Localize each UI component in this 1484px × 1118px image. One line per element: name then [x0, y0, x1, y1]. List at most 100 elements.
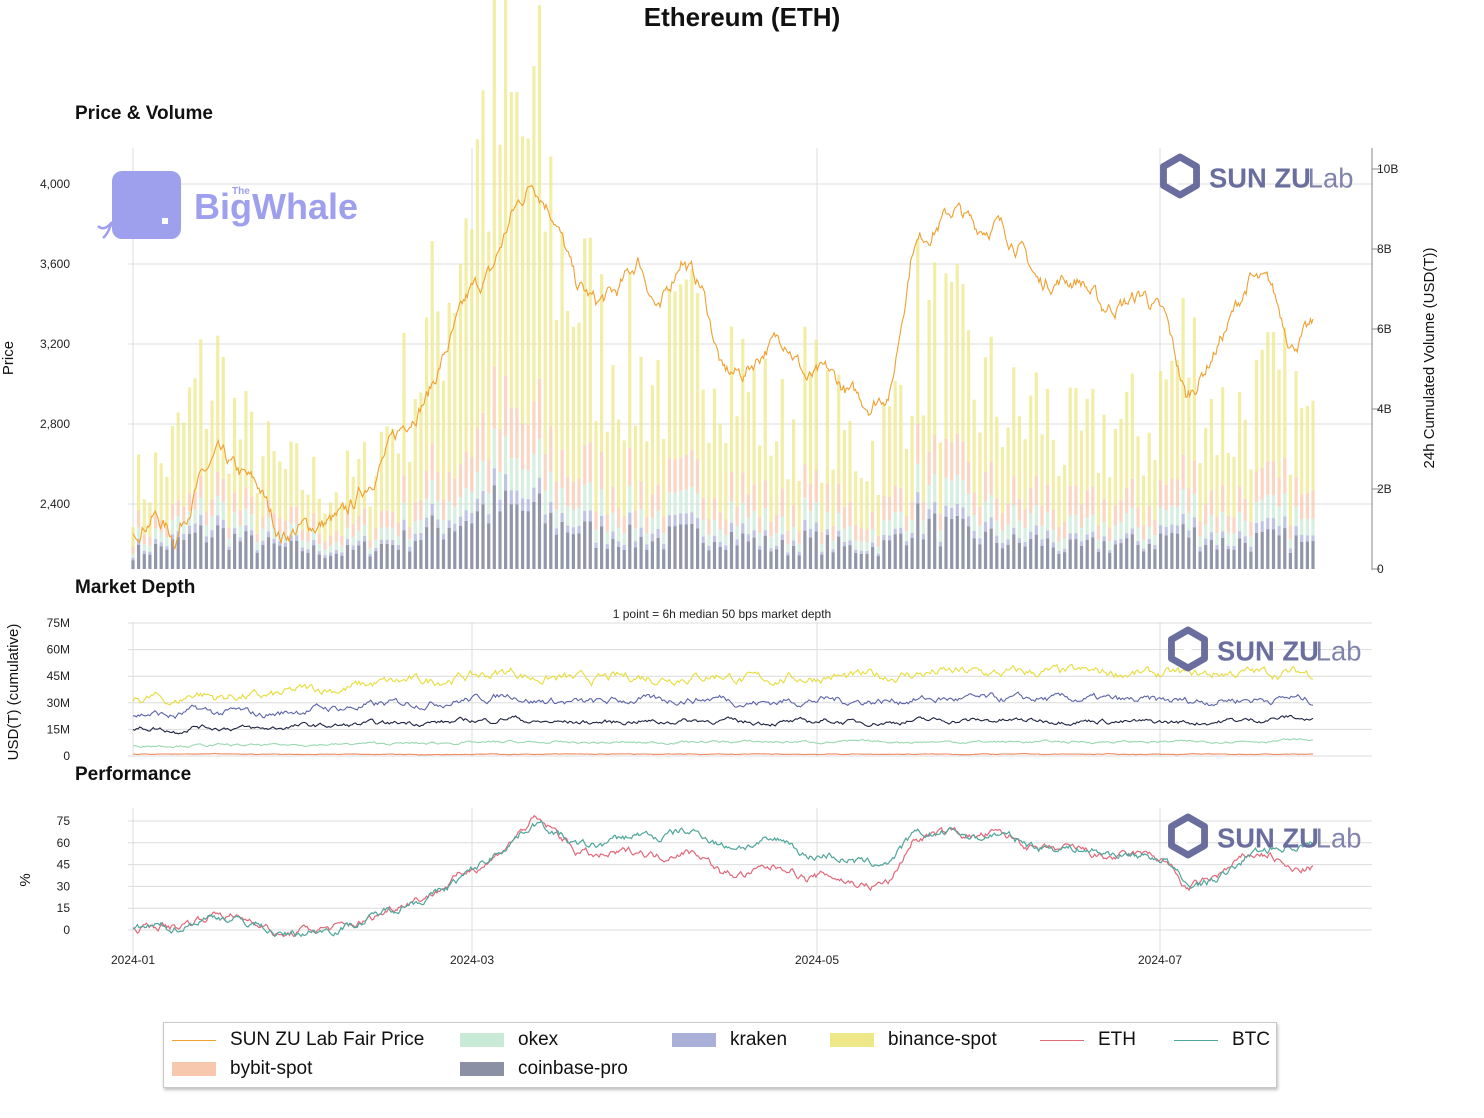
volume-bar-bybit-spot [1029, 487, 1033, 514]
volume-bar-binance-spot [176, 412, 180, 501]
volume-bar-coinbase-pro [560, 521, 564, 569]
volume-bar-kraken [148, 551, 152, 555]
volume-bar-kraken [1130, 528, 1134, 535]
volume-bar-coinbase-pro [272, 543, 276, 569]
volume-bar-coinbase-pro [137, 544, 141, 569]
volume-bar-bybit-spot [1079, 504, 1084, 528]
volume-bar-coinbase-pro [1136, 544, 1140, 569]
volume-bar-binance-spot [814, 339, 818, 471]
volume-bar-coinbase-pro [1271, 529, 1276, 569]
volume-bar-kraken [221, 519, 225, 529]
volume-bar-coinbase-pro [554, 534, 558, 569]
volume-bar-coinbase-pro [306, 552, 310, 569]
volume-bar-kraken [532, 487, 536, 502]
volume-bar-coinbase-pro [278, 545, 282, 569]
volume-bar-coinbase-pro [967, 526, 971, 569]
volume-bar-binance-spot [752, 368, 756, 485]
volume-bar-okex [1029, 513, 1033, 532]
volume-bar-coinbase-pro [808, 537, 813, 569]
volume-bar-okex [1209, 515, 1213, 533]
volume-bar-kraken [458, 516, 463, 526]
volume-bar-coinbase-pro [317, 554, 321, 569]
volume-bar-coinbase-pro [780, 540, 784, 569]
volume-bar-coinbase-pro [408, 551, 412, 569]
volume-bar-bybit-spot [323, 541, 327, 550]
volume-bar-okex [622, 533, 626, 545]
volume-bar-bybit-spot [1215, 516, 1219, 533]
volume-bar-binance-spot [1294, 371, 1298, 478]
volume-bar-bybit-spot [1271, 461, 1276, 496]
volume-bar-kraken [1266, 517, 1270, 530]
volume-bar-binance-spot [916, 238, 920, 424]
volume-bar-bybit-spot [1142, 525, 1146, 540]
volume-bar-binance-spot [1040, 434, 1044, 506]
volume-bar-binance-spot [667, 290, 671, 459]
volume-bar-bybit-spot [1102, 498, 1106, 523]
volume-bar-kraken [955, 504, 959, 516]
volume-bar-coinbase-pro [583, 521, 587, 569]
volume-bar-bybit-spot [594, 511, 598, 530]
volume-bar-coinbase-pro [566, 532, 570, 569]
fair-price-line [132, 184, 1314, 550]
legend-label: SUN ZU Lab Fair Price [230, 1029, 425, 1050]
volume-bar-kraken [724, 545, 728, 550]
volume-bar-binance-spot [944, 273, 948, 439]
volume-bar-coinbase-pro [899, 533, 903, 569]
volume-bar-kraken [509, 490, 513, 505]
volume-bar-okex [1096, 540, 1101, 549]
volume-bar-kraken [667, 515, 671, 527]
volume-bar-coinbase-pro [679, 524, 683, 569]
volume-bar-binance-spot [425, 317, 429, 471]
volume-bar-okex [368, 548, 372, 554]
volume-bar-coinbase-pro [362, 541, 367, 569]
volume-bar-bybit-spot [633, 509, 638, 529]
volume-bar-bybit-spot [1181, 454, 1185, 490]
volume-bar-kraken [729, 522, 734, 532]
volume-bar-okex [131, 553, 135, 558]
volume-bar-coinbase-pro [345, 544, 350, 569]
volume-bar-okex [989, 495, 993, 518]
volume-bar-kraken [475, 498, 479, 512]
volume-bar-kraken [1254, 522, 1259, 534]
volume-bar-bybit-spot [617, 508, 621, 528]
volume-bar-bybit-spot [1238, 486, 1242, 513]
volume-bar-coinbase-pro [617, 546, 621, 569]
volume-bar-okex [797, 543, 801, 552]
perf-tick-label: 60 [57, 836, 71, 850]
volume-bar-kraken [1136, 540, 1140, 545]
volume-bar-coinbase-pro [250, 535, 254, 569]
volume-bar-bybit-spot [735, 506, 739, 526]
volume-bar-okex [154, 528, 158, 539]
volume-bar-kraken [983, 521, 988, 532]
volume-bar-coinbase-pro [1181, 524, 1185, 569]
volume-bar-bybit-spot [865, 529, 869, 543]
volume-bar-bybit-spot [921, 501, 925, 521]
legend-item: ETH [1040, 1029, 1136, 1051]
volume-bar-bybit-spot [515, 407, 519, 459]
volume-bar-kraken [1305, 535, 1309, 542]
volume-bar-bybit-spot [334, 530, 338, 543]
volume-bar-coinbase-pro [1012, 534, 1016, 569]
volume-bar-bybit-spot [385, 510, 389, 528]
volume-bar-binance-spot [1305, 405, 1309, 494]
volume-bar-okex [865, 542, 869, 552]
volume-bar-bybit-spot [718, 512, 722, 530]
volume-bar-binance-spot [938, 442, 942, 514]
volume-bar-bybit-spot [893, 486, 897, 513]
perf-axis-title: % [17, 873, 34, 886]
volume-bar-coinbase-pro [391, 545, 395, 569]
volume-bar-bybit-spot [842, 507, 846, 529]
volume-bar-okex [758, 533, 762, 546]
volume-bar-kraken [1204, 538, 1208, 546]
volume-bar-okex [978, 525, 982, 539]
volume-bar-okex [402, 502, 406, 520]
volume-bar-okex [594, 529, 598, 543]
perf-line-ETH [132, 814, 1314, 938]
volume-bar-kraken [1300, 534, 1304, 542]
volume-bar-binance-spot [317, 498, 321, 534]
volume-bar-binance-spot [170, 426, 175, 505]
volume-bar-bybit-spot [351, 523, 355, 537]
volume-bar-okex [1113, 525, 1117, 541]
legend-item: BTC [1174, 1029, 1270, 1051]
volume-bar-coinbase-pro [374, 551, 378, 569]
